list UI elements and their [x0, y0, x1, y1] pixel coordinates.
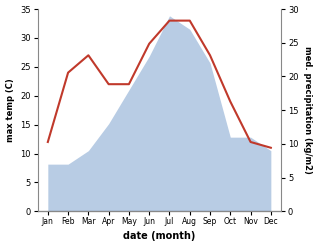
Y-axis label: max temp (C): max temp (C) — [5, 78, 15, 142]
Y-axis label: med. precipitation (kg/m2): med. precipitation (kg/m2) — [303, 46, 313, 174]
X-axis label: date (month): date (month) — [123, 231, 196, 242]
